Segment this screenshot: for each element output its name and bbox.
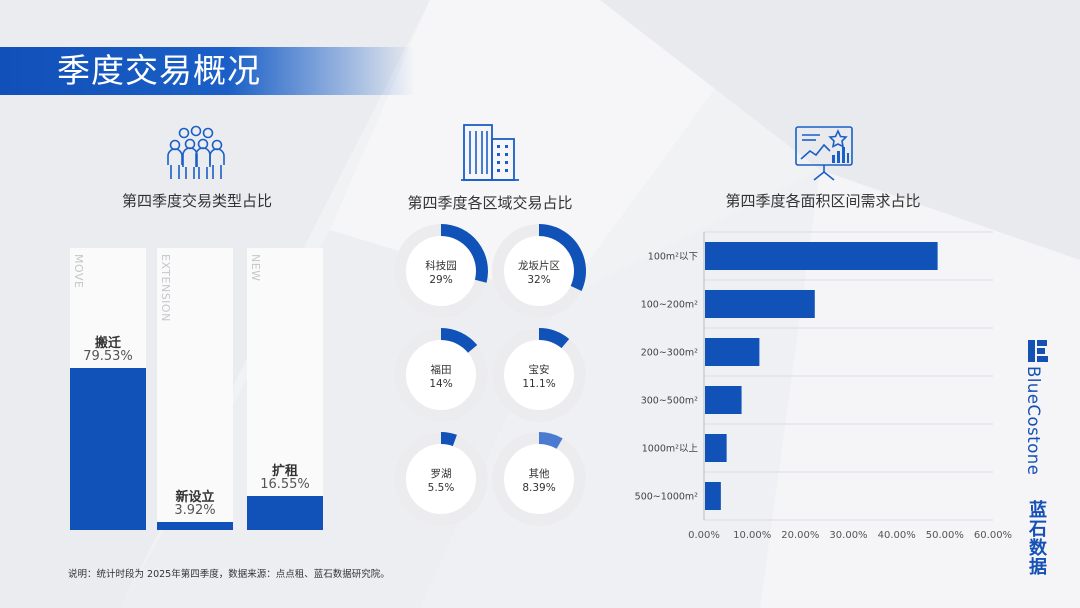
donut-label: 罗湖 — [430, 468, 452, 480]
type-bar — [157, 522, 233, 530]
donut-background — [492, 432, 586, 526]
region-donut — [394, 328, 488, 422]
donut-label: 科技园 — [425, 260, 457, 272]
type-bar-value: 79.53% — [83, 349, 133, 364]
page-title: 季度交易概况 — [57, 51, 261, 90]
donut-slice — [441, 224, 488, 283]
donut-value: 14% — [429, 378, 453, 390]
region-donut — [492, 224, 587, 318]
area-bar — [705, 386, 742, 414]
type-column-label: EXTENSION — [159, 254, 172, 322]
donut-value: 5.5% — [427, 482, 455, 494]
area-category-label: 1000m²以上 — [642, 444, 699, 455]
region-donut — [394, 432, 488, 526]
donut-value: 11.1% — [522, 378, 556, 390]
type-bar — [247, 496, 323, 530]
area-category-label: 100m²以下 — [648, 252, 698, 263]
area-x-tick-label: 60.00% — [974, 530, 1012, 541]
donut-value: 29% — [429, 274, 453, 286]
area-panel-title: 第四季度各面积区间需求占比 — [725, 192, 921, 210]
area-x-tick-label: 30.00% — [829, 530, 867, 541]
donut-label: 其他 — [528, 468, 550, 480]
region-panel-title: 第四季度各区域交易占比 — [407, 194, 573, 212]
area-bar — [705, 482, 721, 510]
area-x-tick-label: 50.00% — [926, 530, 964, 541]
donut-slice — [539, 432, 563, 449]
type-column-bg — [247, 248, 323, 530]
donut-slice — [539, 328, 570, 349]
area-bar — [705, 338, 760, 366]
area-bar — [705, 242, 938, 270]
area-x-tick-label: 20.00% — [781, 530, 819, 541]
donut-label: 宝安 — [528, 364, 550, 376]
brand-name-cn: 蓝石数据 — [1026, 500, 1047, 576]
presentation-chart-icon — [795, 126, 853, 181]
region-donut — [492, 432, 586, 526]
area-x-tick-label: 10.00% — [733, 530, 771, 541]
area-category-label: 500~1000m² — [635, 492, 699, 503]
title-banner — [0, 47, 415, 95]
donut-label: 福田 — [430, 364, 452, 376]
type-bar-value: 3.92% — [174, 503, 216, 518]
footnote: 说明：统计时段为 2025年第四季度，数据来源：点点租、蓝石数据研究院。 — [68, 569, 390, 580]
donut-background — [492, 328, 586, 422]
donut-slice — [441, 432, 457, 447]
region-donut — [492, 328, 586, 422]
brand-name-en: BlueCostone — [1024, 366, 1043, 476]
type-column-label: NEW — [249, 254, 262, 282]
type-bar — [70, 368, 146, 530]
donut-slice — [441, 328, 478, 353]
area-category-label: 300~500m² — [641, 396, 698, 407]
area-x-tick-label: 0.00% — [688, 530, 720, 541]
donut-slice — [539, 224, 587, 292]
type-panel-title: 第四季度交易类型占比 — [121, 192, 273, 210]
area-category-label: 200~300m² — [641, 348, 698, 359]
area-bar — [705, 290, 815, 318]
area-x-tick-label: 40.00% — [878, 530, 916, 541]
donut-background — [492, 224, 586, 318]
donut-label: 龙坂片区 — [518, 260, 560, 272]
donut-background — [394, 432, 488, 526]
donut-background — [394, 328, 488, 422]
people-group-icon — [167, 125, 225, 179]
brand-logo-icon — [1028, 340, 1048, 362]
type-bar-category: 新设立 — [175, 490, 215, 505]
type-column-bg — [157, 248, 233, 530]
type-bar-category: 扩租 — [271, 464, 299, 480]
donut-value: 32% — [527, 274, 551, 286]
region-donut — [394, 224, 488, 318]
area-bar — [705, 434, 727, 462]
type-bar-category: 搬迁 — [94, 336, 122, 351]
donut-value: 8.39% — [522, 482, 556, 494]
type-bar-value: 16.55% — [260, 477, 310, 493]
type-column-label: MOVE — [72, 254, 85, 289]
donut-background — [394, 224, 488, 318]
area-category-label: 100~200m² — [641, 300, 698, 311]
buildings-icon — [461, 124, 519, 181]
